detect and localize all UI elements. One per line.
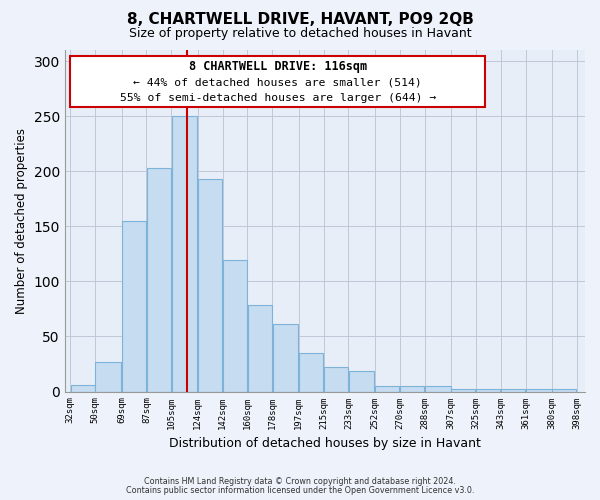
- Text: 55% of semi-detached houses are larger (644) →: 55% of semi-detached houses are larger (…: [120, 93, 436, 103]
- Bar: [476, 390, 500, 392]
- Bar: [248, 304, 272, 392]
- Bar: [223, 260, 247, 392]
- Bar: [299, 353, 323, 392]
- Text: Contains public sector information licensed under the Open Government Licence v3: Contains public sector information licen…: [126, 486, 474, 495]
- Text: 8 CHARTWELL DRIVE: 116sqm: 8 CHARTWELL DRIVE: 116sqm: [189, 60, 367, 74]
- Bar: [349, 370, 374, 392]
- Text: Contains HM Land Registry data © Crown copyright and database right 2024.: Contains HM Land Registry data © Crown c…: [144, 477, 456, 486]
- Bar: [451, 390, 475, 392]
- Bar: [375, 386, 400, 392]
- Bar: [400, 386, 424, 392]
- Bar: [501, 390, 526, 392]
- Bar: [198, 179, 223, 392]
- X-axis label: Distribution of detached houses by size in Havant: Distribution of detached houses by size …: [169, 437, 481, 450]
- Bar: [71, 385, 95, 392]
- Bar: [552, 390, 577, 392]
- Bar: [425, 386, 451, 392]
- Bar: [172, 116, 197, 392]
- Text: ← 44% of detached houses are smaller (514): ← 44% of detached houses are smaller (51…: [133, 78, 422, 88]
- Bar: [526, 390, 551, 392]
- Text: 8, CHARTWELL DRIVE, HAVANT, PO9 2QB: 8, CHARTWELL DRIVE, HAVANT, PO9 2QB: [127, 12, 473, 28]
- Bar: [146, 168, 171, 392]
- Bar: [122, 221, 146, 392]
- Bar: [95, 362, 121, 392]
- Text: Size of property relative to detached houses in Havant: Size of property relative to detached ho…: [128, 28, 472, 40]
- Bar: [272, 324, 298, 392]
- FancyBboxPatch shape: [70, 56, 485, 108]
- Bar: [324, 368, 348, 392]
- Y-axis label: Number of detached properties: Number of detached properties: [15, 128, 28, 314]
